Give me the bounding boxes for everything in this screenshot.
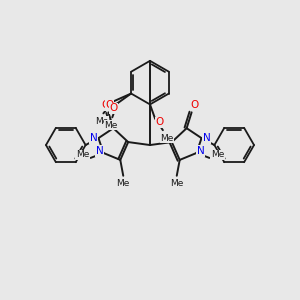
Text: Me: Me: [105, 121, 118, 130]
Text: O: O: [190, 100, 199, 110]
Text: Me: Me: [170, 179, 183, 188]
Text: O: O: [109, 103, 117, 113]
Text: Me: Me: [95, 117, 108, 126]
Text: Me: Me: [117, 179, 130, 188]
Text: N: N: [96, 146, 103, 156]
Text: N: N: [197, 146, 204, 156]
Text: N: N: [202, 133, 210, 143]
Text: O: O: [101, 100, 110, 110]
Text: N: N: [90, 133, 98, 143]
Text: O: O: [156, 117, 164, 127]
Text: Me: Me: [160, 134, 173, 142]
Text: Me: Me: [76, 151, 89, 160]
Text: Me: Me: [211, 151, 224, 160]
Text: O: O: [105, 100, 113, 110]
